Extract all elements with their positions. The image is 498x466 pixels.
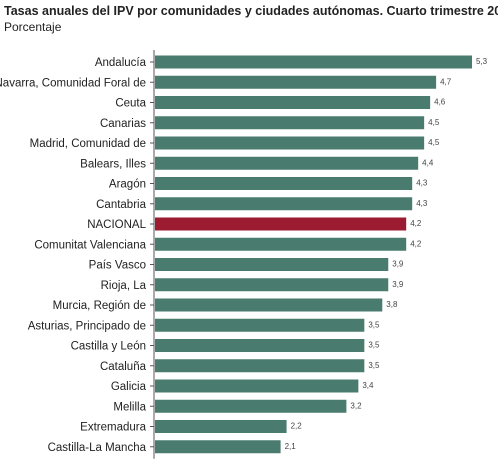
value-label: 3,5 <box>368 320 380 329</box>
value-label: 3,4 <box>362 381 374 390</box>
bar <box>155 75 437 89</box>
value-label: 5,3 <box>476 57 488 66</box>
bar <box>155 258 389 271</box>
value-label: 3,9 <box>392 260 404 269</box>
category-label: Madrid, Comunidad de <box>30 138 146 150</box>
bar <box>155 96 431 109</box>
value-label: 3,5 <box>368 341 380 350</box>
bar <box>155 298 383 312</box>
value-label: 4,6 <box>434 98 446 107</box>
chart-subtitle: Porcentaje <box>4 20 62 34</box>
bar <box>155 379 359 393</box>
category-label: Canarias <box>100 118 146 130</box>
category-label: NACIONAL <box>87 219 146 231</box>
category-label: Castilla-La Mancha <box>48 442 147 454</box>
value-label: 4,5 <box>428 138 440 147</box>
bar <box>155 420 287 433</box>
value-label: 4,7 <box>440 77 452 86</box>
bar <box>155 318 365 332</box>
value-label: 4,2 <box>410 239 422 248</box>
bar <box>155 440 281 454</box>
value-label: 4,2 <box>410 219 422 228</box>
bar <box>155 197 413 211</box>
bar <box>155 177 413 190</box>
category-label: Galicia <box>111 381 147 393</box>
category-label: Navarra, Comunidad Foral de <box>0 77 146 89</box>
bar <box>155 116 425 130</box>
bar <box>155 278 389 292</box>
value-label: 3,8 <box>386 300 398 309</box>
category-label: Murcia, Región de <box>53 300 146 312</box>
bar <box>155 339 365 352</box>
value-label: 4,3 <box>416 179 428 188</box>
value-label: 3,9 <box>392 280 404 289</box>
category-label: País Vasco <box>89 260 146 272</box>
bar <box>155 156 419 170</box>
bar <box>155 359 365 373</box>
value-label: 4,4 <box>422 158 434 167</box>
value-label: 3,2 <box>350 401 362 410</box>
category-label: Cantabria <box>96 199 146 211</box>
bar <box>155 55 472 69</box>
value-label: 4,3 <box>416 199 428 208</box>
value-label: 2,1 <box>285 442 297 451</box>
value-label: 4,5 <box>428 118 440 127</box>
bar <box>155 217 407 231</box>
category-label: Balears, Illes <box>80 158 146 170</box>
category-label: Aragón <box>109 179 146 191</box>
value-label: 3,5 <box>368 361 380 370</box>
category-label: Extremadura <box>80 422 146 434</box>
chart-title: Tasas anuales del IPV por comunidades y … <box>4 4 498 18</box>
bar <box>155 136 425 150</box>
category-label: Asturias, Principado de <box>28 320 146 332</box>
category-label: Cataluña <box>100 361 147 373</box>
category-label: Ceuta <box>115 98 146 110</box>
category-label: Comunitat Valenciana <box>34 239 146 251</box>
bar <box>155 237 407 251</box>
category-label: Melilla <box>113 401 146 413</box>
value-label: 2,2 <box>291 422 303 431</box>
category-label: Andalucía <box>95 57 147 69</box>
bar <box>155 399 347 413</box>
category-label: Rioja, La <box>101 280 147 292</box>
category-label: Castilla y León <box>71 341 146 353</box>
